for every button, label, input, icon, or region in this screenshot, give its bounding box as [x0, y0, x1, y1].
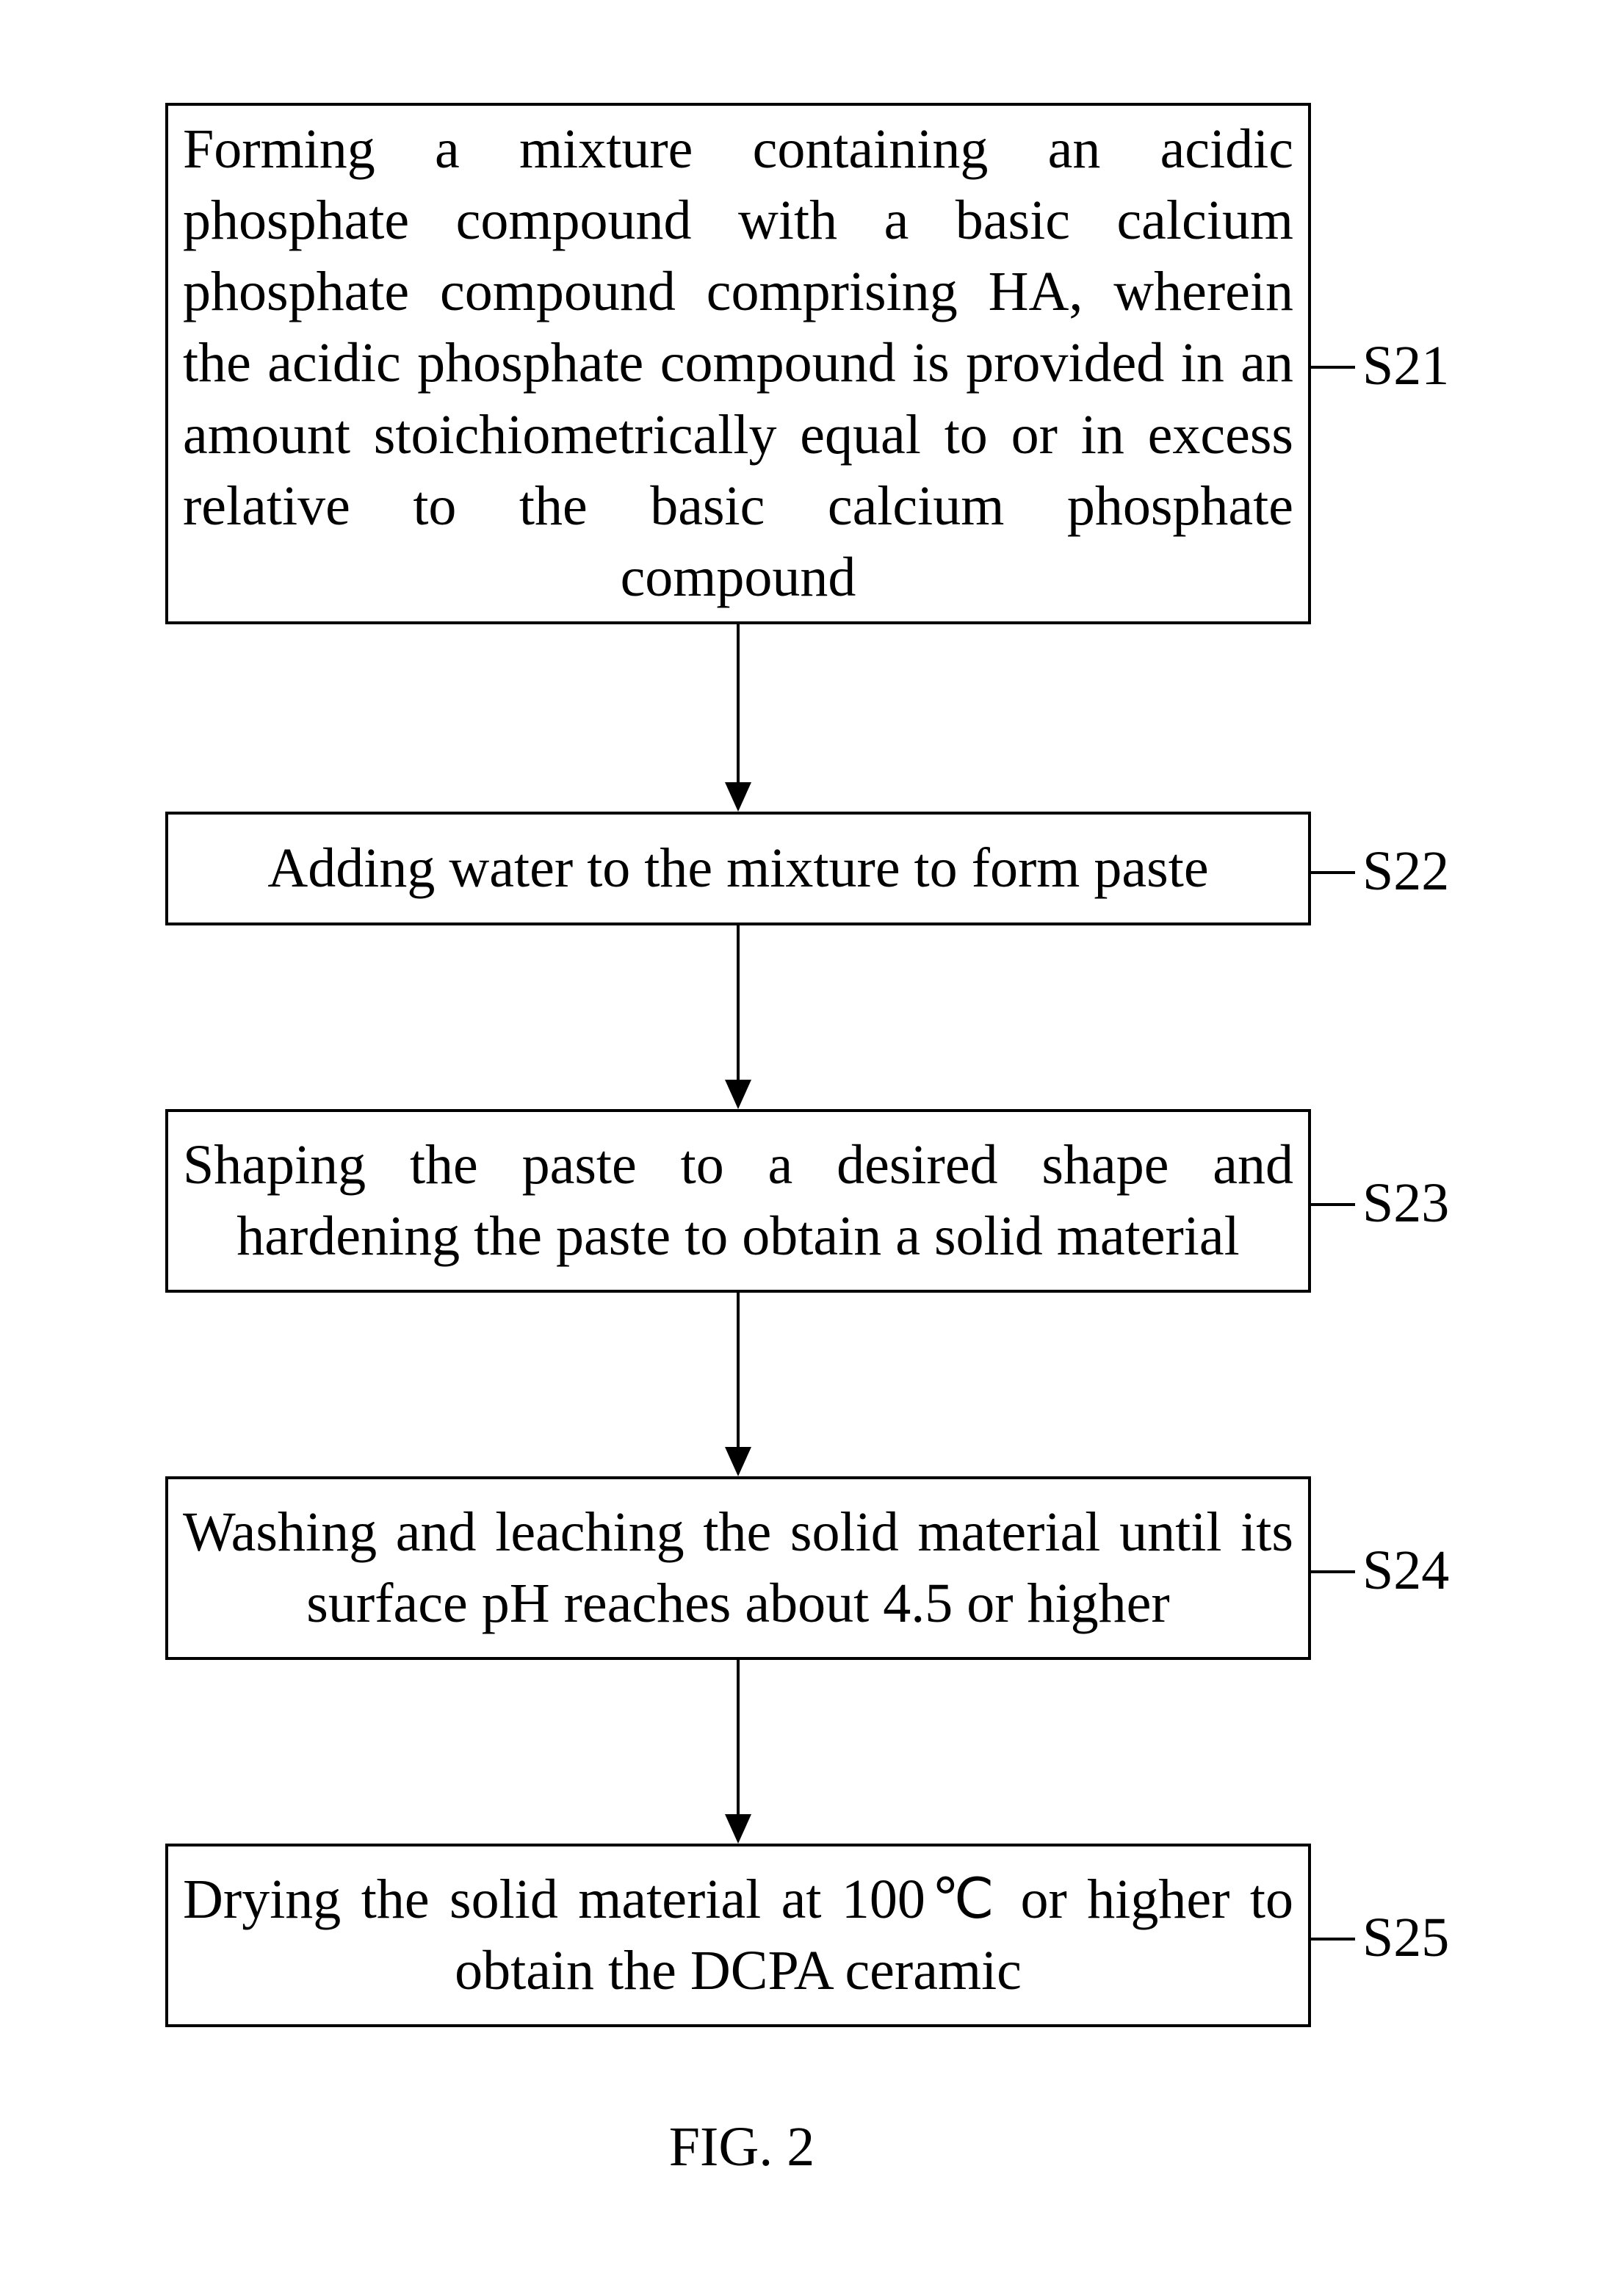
arrow-s22-s23	[737, 925, 740, 1080]
arrow-head-s24-s25	[725, 1814, 751, 1844]
step-label-s24: S24	[1362, 1542, 1449, 1598]
leader-s22	[1311, 871, 1355, 874]
step-label-s22: S22	[1362, 843, 1449, 899]
step-box-s22: Adding water to the mixture to form past…	[165, 812, 1311, 925]
arrow-head-s23-s24	[725, 1447, 751, 1476]
step-box-s24: Washing and leaching the solid material …	[165, 1476, 1311, 1660]
step-label-s23: S23	[1362, 1175, 1449, 1231]
arrow-s24-s25	[737, 1660, 740, 1814]
figure-caption: FIG. 2	[646, 2115, 837, 2179]
flowchart-canvas: Forming a mixture containing an acidic p…	[0, 0, 1618, 2296]
step-text-s21: Forming a mixture containing an acidic p…	[183, 114, 1293, 614]
arrow-head-s21-s22	[725, 782, 751, 812]
step-box-s25: Drying the solid material at 100℃ or hig…	[165, 1844, 1311, 2027]
leader-s24	[1311, 1570, 1355, 1573]
arrow-s23-s24	[737, 1293, 740, 1447]
step-text-s23: Shaping the paste to a desired shape and…	[183, 1130, 1293, 1273]
arrow-head-s22-s23	[725, 1080, 751, 1109]
step-box-s21: Forming a mixture containing an acidic p…	[165, 103, 1311, 624]
arrow-s21-s22	[737, 624, 740, 782]
leader-s21	[1311, 366, 1355, 369]
step-text-s24: Washing and leaching the solid material …	[183, 1497, 1293, 1640]
leader-s23	[1311, 1203, 1355, 1206]
step-text-s22: Adding water to the mixture to form past…	[183, 833, 1293, 904]
step-label-s25: S25	[1362, 1910, 1449, 1965]
step-label-s21: S21	[1362, 338, 1449, 394]
step-text-s25: Drying the solid material at 100℃ or hig…	[183, 1864, 1293, 2007]
step-box-s23: Shaping the paste to a desired shape and…	[165, 1109, 1311, 1293]
leader-s25	[1311, 1938, 1355, 1941]
